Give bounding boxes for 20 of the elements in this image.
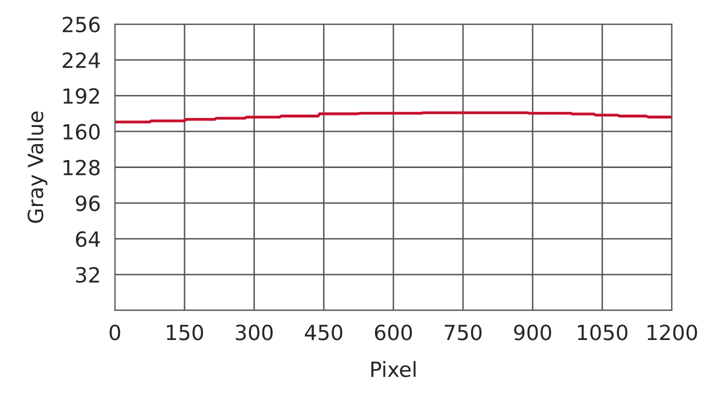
x-tick-label: 450: [304, 324, 342, 340]
x-tick-label: 150: [166, 324, 204, 340]
x-tick-label: 1200: [648, 324, 697, 340]
line-series: [114, 111, 672, 124]
y-tick-label: 64: [76, 231, 100, 247]
y-tick-label: 192: [64, 88, 99, 104]
y-tick-label: 128: [64, 160, 100, 176]
x-tick-label: 900: [514, 324, 552, 340]
x-tick-label: 0: [110, 324, 120, 340]
y-tick-label: 96: [76, 195, 100, 212]
y-tick-label: 160: [64, 124, 100, 140]
x-tick-label: 300: [236, 324, 273, 340]
y-axis-title: Gray Value: [27, 112, 48, 223]
x-tick-label: 600: [374, 324, 412, 340]
y-tick-label: 256: [62, 16, 100, 32]
x-tick-label: 1050: [578, 324, 628, 340]
x-tick-label: 750: [444, 324, 482, 340]
x-axis-title: Pixel: [371, 361, 416, 378]
y-tick-label: 224: [62, 52, 100, 68]
y-tick-label: 32: [76, 266, 99, 283]
